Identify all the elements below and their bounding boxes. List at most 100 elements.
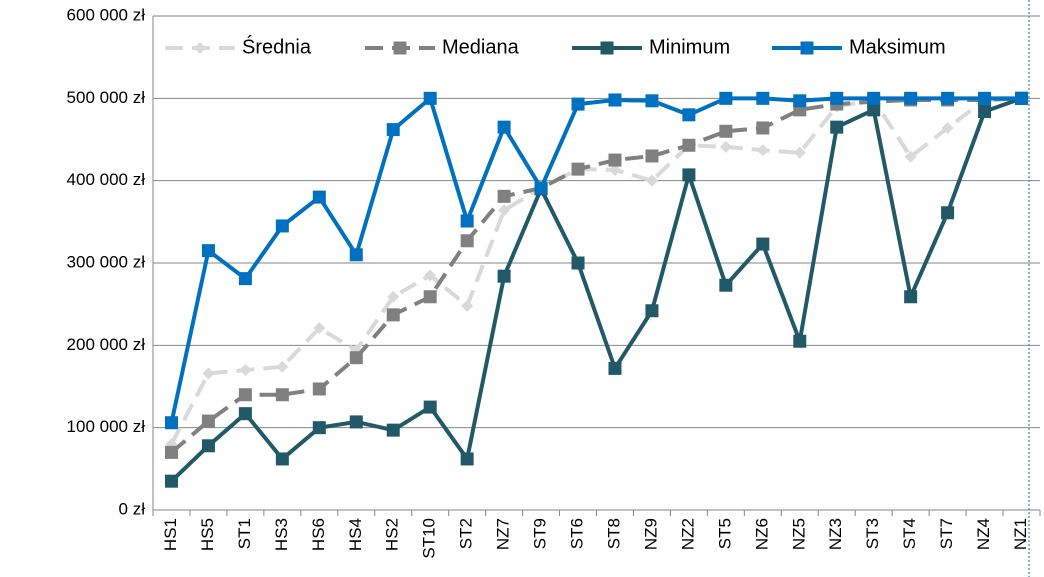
data-point (497, 269, 511, 283)
data-point (830, 120, 844, 134)
data-point (645, 94, 659, 108)
data-point (239, 364, 252, 377)
data-point (719, 124, 733, 138)
data-point (682, 108, 696, 122)
data-point (645, 149, 659, 163)
x-tick-label: HS2 (383, 518, 402, 551)
data-point (756, 237, 770, 251)
data-point (645, 174, 658, 187)
data-point (201, 414, 215, 428)
y-tick-label: 200 000 zł (67, 335, 146, 354)
data-point (423, 400, 437, 414)
x-tick-label: HS6 (309, 518, 328, 551)
x-tick-label: HS1 (161, 518, 180, 551)
data-point (423, 91, 437, 105)
data-point (164, 474, 178, 488)
data-point (460, 452, 474, 466)
legend-label: Maksimum (849, 36, 946, 58)
data-point (313, 322, 326, 335)
legend-marker (600, 41, 614, 55)
y-tick-label: 100 000 zł (67, 417, 146, 436)
legend-label: Mediana (442, 36, 520, 58)
x-tick-label: ST10 (420, 518, 439, 559)
data-point (312, 421, 326, 435)
series-line (170, 96, 1022, 454)
data-point (498, 204, 511, 217)
x-tick-label: NZ1 (1011, 518, 1030, 550)
data-point (608, 93, 622, 107)
y-tick-label: 0 zł (119, 499, 146, 518)
data-point (793, 94, 807, 108)
legend-label: Średnia (242, 34, 312, 58)
data-point (571, 162, 585, 176)
x-tick-label: ST3 (863, 518, 882, 549)
x-tick-label: ST5 (715, 518, 734, 549)
x-tick-label: NZ7 (494, 518, 513, 550)
data-point (867, 91, 881, 105)
data-point (608, 361, 622, 375)
data-point (460, 214, 474, 228)
data-point (756, 144, 769, 157)
data-point (164, 445, 178, 459)
x-tick-label: ST8 (604, 518, 623, 549)
data-point (424, 269, 437, 282)
legend-marker (194, 42, 206, 54)
data-point (386, 123, 400, 137)
legend: Średnia Mediana Minimum Maksimum (165, 34, 946, 58)
data-point (387, 290, 400, 303)
data-point (238, 388, 252, 402)
x-tick-label: ST6 (568, 518, 587, 549)
x-tick-label: HS4 (346, 518, 365, 551)
legend-marker (800, 41, 814, 55)
data-point (460, 234, 474, 248)
x-tick-label: ST7 (937, 518, 956, 549)
data-point (497, 120, 511, 134)
x-tick-label: ST4 (900, 518, 919, 549)
data-point (238, 407, 252, 421)
data-point (202, 367, 215, 380)
data-point (904, 91, 918, 105)
data-point (312, 190, 326, 204)
x-tick-label: NZ3 (826, 518, 845, 550)
data-point (904, 290, 918, 304)
data-point (941, 206, 955, 220)
data-point (793, 146, 806, 159)
data-point (719, 91, 733, 105)
data-point (164, 416, 178, 430)
data-point (978, 91, 992, 105)
y-tick-label: 500 000 zł (67, 88, 146, 107)
data-point (275, 219, 289, 233)
data-point (608, 163, 621, 176)
x-tick-label: ST1 (235, 518, 254, 549)
data-point (608, 153, 622, 167)
data-point (534, 181, 548, 195)
x-tick-label: ST2 (457, 518, 476, 549)
y-tick-label: 300 000 zł (67, 252, 146, 271)
data-point (312, 382, 326, 396)
x-tick-label: NZ2 (678, 518, 697, 550)
data-point (867, 103, 881, 117)
data-point (904, 150, 917, 163)
data-point (349, 415, 363, 429)
series-line (169, 94, 1022, 424)
data-point (238, 272, 252, 286)
data-point (793, 334, 807, 348)
x-tick-label: NZ6 (752, 518, 771, 550)
data-point (941, 121, 954, 134)
data-point (756, 121, 770, 135)
data-point (201, 439, 215, 453)
data-point (461, 299, 474, 312)
data-point (275, 388, 289, 402)
data-point (719, 278, 733, 292)
data-point (276, 360, 289, 373)
x-tick-label: NZ5 (789, 518, 808, 550)
data-point (978, 105, 992, 119)
data-point (941, 91, 955, 105)
data-point (645, 304, 659, 318)
data-point (386, 308, 400, 322)
data-point (571, 97, 585, 111)
y-tick-label: 600 000 zł (67, 5, 146, 24)
x-tick-label: HS3 (272, 518, 291, 551)
x-tick-label: NZ9 (641, 518, 660, 550)
